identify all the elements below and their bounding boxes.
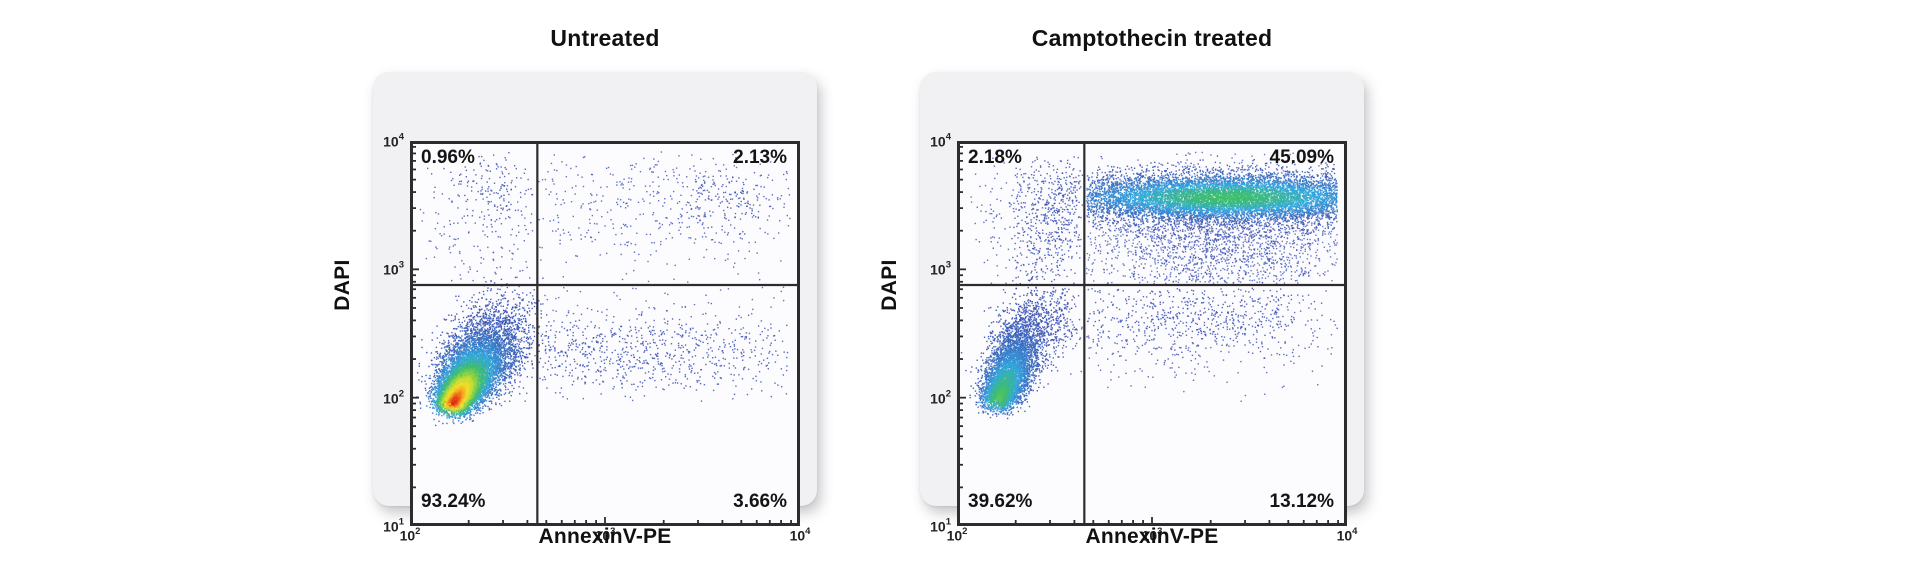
plot-area: 2.18% 45.09% 39.62% 13.12%: [957, 141, 1347, 526]
quadrant-percentage-top-right: 45.09%: [1269, 147, 1334, 168]
plot-panel-card: 101 102 103 104 0.96% 2.13% 93.24% 3.66% 10…: [373, 72, 817, 544]
x-axis-label: AnnexinV-PE: [1085, 525, 1219, 548]
quadrant-percentage-bottom-left: 39.62%: [968, 491, 1033, 512]
y-tick-label: 103: [383, 260, 404, 278]
y-axis-label: DAPI: [878, 259, 901, 311]
flow-plot-camptothecin: Camptothecin treated 101 102 103 104 2.18% …: [878, 24, 1364, 560]
x-tick-label: 103: [594, 526, 616, 544]
x-tick-label: 102: [399, 526, 421, 544]
flow-plot-untreated: Untreated 101 102 103 104 0.96% 2.13% 93.24…: [331, 24, 817, 560]
x-tick-label: 103: [1141, 526, 1163, 544]
y-tick-label: 102: [383, 388, 404, 406]
y-tick-label: 101: [383, 516, 404, 535]
quadrant-percentage-top-left: 0.96%: [421, 147, 475, 168]
y-axis-tick-labels: 101 102 103 104: [373, 132, 407, 535]
plot-title: Camptothecin treated: [1031, 25, 1273, 51]
x-tick-label: 102: [946, 526, 968, 544]
y-tick-label: 104: [930, 131, 951, 150]
x-tick-label: 104: [789, 526, 811, 544]
y-axis-label: DAPI: [331, 259, 354, 311]
scatter-plot-canvas: [957, 141, 1347, 526]
plot-panel-card: 101 102 103 104 2.18% 45.09% 39.62% 13.12% …: [920, 72, 1364, 544]
plot-title: Untreated: [550, 25, 660, 51]
x-tick-label: 104: [1336, 526, 1358, 544]
y-axis-tick-labels: 101 102 103 104: [920, 132, 954, 535]
quadrant-percentage-top-right: 2.13%: [733, 147, 787, 168]
quadrant-percentage-bottom-right: 3.66%: [733, 491, 787, 512]
y-tick-label: 103: [930, 260, 951, 278]
y-tick-label: 101: [930, 516, 951, 535]
x-axis-tick-labels: 102 103 104: [400, 526, 811, 549]
y-tick-label: 102: [930, 388, 951, 406]
plot-area: 0.96% 2.13% 93.24% 3.66%: [410, 141, 800, 526]
quadrant-percentage-top-left: 2.18%: [968, 147, 1022, 168]
x-axis-tick-labels: 102 103 104: [947, 526, 1358, 549]
x-axis-label: AnnexinV-PE: [538, 525, 672, 548]
quadrant-percentage-bottom-left: 93.24%: [421, 491, 486, 512]
quadrant-percentage-bottom-right: 13.12%: [1269, 491, 1334, 512]
y-tick-label: 104: [383, 131, 404, 150]
scatter-plot-canvas: [410, 141, 800, 526]
